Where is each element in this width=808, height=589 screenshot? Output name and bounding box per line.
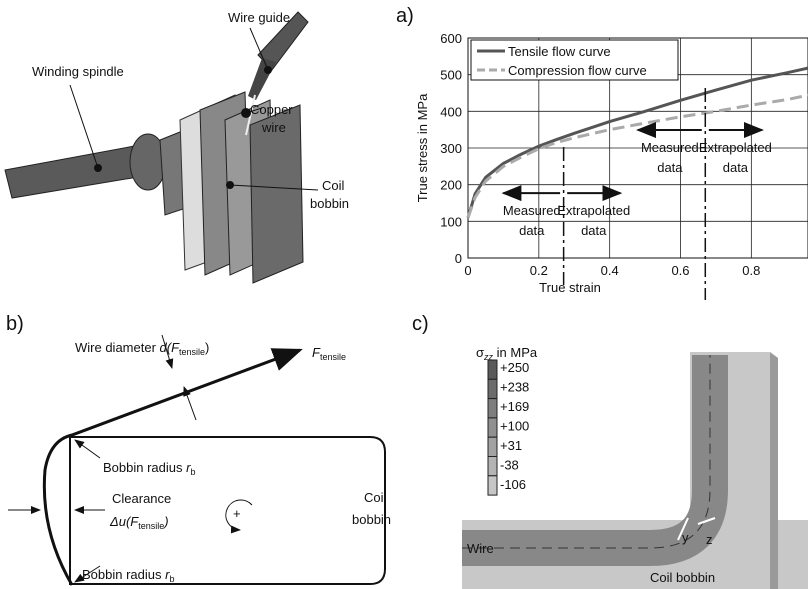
label: y — [682, 530, 689, 545]
y-tick-label: 300 — [440, 141, 462, 156]
x-tick-label: 0.6 — [671, 263, 689, 278]
machine-illustration: Wire guide Winding spindle Copper wire C… — [5, 10, 349, 283]
annotation-text: data — [581, 223, 607, 238]
annotation-text: Extrapolated — [557, 203, 630, 218]
text: Bobbin radius — [82, 567, 165, 582]
y-tick-label: 500 — [440, 68, 462, 83]
text: b — [169, 574, 174, 584]
text: ) — [205, 340, 209, 355]
text: σ — [476, 345, 484, 360]
text: Bobbin radius — [103, 460, 186, 475]
panel-b: b) Wire diameter d(Ftensile) Ftensile Bo… — [6, 313, 391, 585]
colorbar-label: +169 — [500, 399, 529, 414]
colorbar-label: +250 — [500, 360, 529, 375]
colorbar-label: +100 — [500, 419, 529, 434]
panel-label: c) — [412, 313, 429, 335]
y-tick-label: 0 — [455, 251, 462, 266]
annotation-text: data — [657, 160, 683, 175]
label: wire — [261, 120, 286, 135]
annotation-text: Measured — [503, 203, 561, 218]
text: d(F — [160, 340, 181, 355]
x-axis-label: True strain — [539, 280, 601, 295]
colorbar-label: +31 — [500, 438, 522, 453]
colorbar-cell — [488, 476, 497, 495]
label: Wire — [467, 541, 494, 556]
page: {"figure": { "machine": {"wire_guide": "… — [0, 0, 808, 589]
text: b — [190, 467, 195, 477]
y-tick-label: 200 — [440, 178, 462, 193]
label: Coil — [364, 490, 387, 505]
colorbar-label: -38 — [500, 458, 519, 473]
annotation-text: Extrapolated — [699, 140, 772, 155]
colorbar-cell — [488, 399, 497, 418]
colorbar-cell — [488, 457, 497, 476]
colorbar-label: -106 — [500, 477, 526, 492]
x-tick-label: 0.4 — [601, 263, 619, 278]
chart: a) 0 100 200 300 400 500 600 0 0.2 0.4 0.6 0.8 True s… — [396, 5, 808, 300]
colorbar-cell — [488, 418, 497, 437]
colorbar-cell — [488, 360, 497, 379]
label: Clearance — [112, 491, 171, 506]
text: tensile — [179, 347, 205, 357]
label: + — [233, 506, 241, 521]
label: Bobbin radius rb — [82, 567, 174, 584]
y-axis-label: True stress in MPa — [415, 93, 430, 202]
text: tensile — [138, 521, 164, 531]
x-tick-label: 0.8 — [742, 263, 760, 278]
label: Bobbin radius rb — [103, 460, 195, 477]
y-tick-label: 600 — [440, 31, 462, 46]
colorbar-cell — [488, 437, 497, 456]
legend-label: Compression flow curve — [508, 63, 647, 78]
annotation-text: data — [723, 160, 749, 175]
y-tick-label: 400 — [440, 104, 462, 119]
colorbar-labels: +250 +238 +169 +100 +31 -38 -106 — [488, 360, 529, 495]
label: Coil bobbin — [650, 570, 715, 585]
text: Wire diameter — [75, 340, 160, 355]
y-tick-label: 100 — [440, 214, 462, 229]
text: Δu(F — [109, 514, 139, 529]
x-tick-label: 0 — [464, 263, 471, 278]
panel-c: c) σzz in MPa +250+238+169+100+31-38-106… — [412, 313, 808, 589]
label: bobbin — [310, 196, 349, 211]
label: Wire guide — [228, 10, 290, 25]
figure: Wire guide Winding spindle Copper wire C… — [0, 0, 808, 589]
label: Wire diameter d(Ftensile) — [75, 340, 209, 357]
label: Copper — [250, 102, 293, 117]
text: in MPa — [493, 345, 538, 360]
label: Winding spindle — [32, 64, 124, 79]
label: Ftensile — [312, 345, 346, 362]
label: Coil — [322, 178, 345, 193]
colorbar-cell — [488, 379, 497, 398]
legend-label: Tensile flow curve — [508, 44, 611, 59]
panel-label: a) — [396, 5, 414, 27]
x-tick-label: 0.2 — [530, 263, 548, 278]
panel-label: b) — [6, 313, 24, 335]
colorbar-label: +238 — [500, 380, 529, 395]
annotation-text: data — [519, 223, 545, 238]
annotation-text: Measured — [641, 140, 699, 155]
text: tensile — [320, 352, 346, 362]
label: bobbin — [352, 512, 391, 527]
label: Δu(Ftensile) — [109, 514, 169, 531]
label: z — [706, 532, 713, 547]
